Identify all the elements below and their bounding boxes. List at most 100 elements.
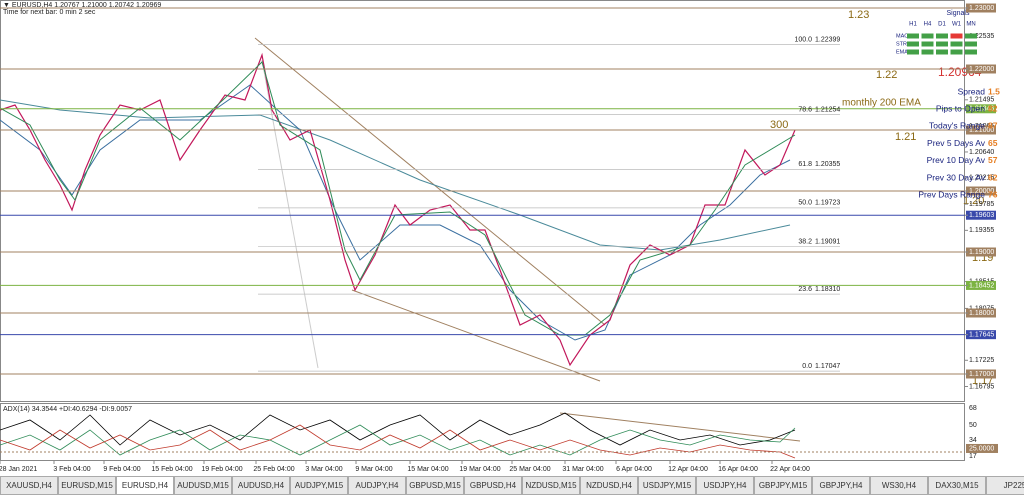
symbol-tab-label[interactable]: GBPUSD,M15 <box>409 481 461 490</box>
price-box <box>966 247 996 257</box>
adx-line <box>0 412 796 446</box>
fib-level: 38.2 <box>798 238 812 245</box>
symbol-tab-label[interactable]: AUDUSD,H4 <box>238 481 285 490</box>
level-label: 1.23 <box>848 9 869 21</box>
chart-symbol: ▼ EURUSD,H4 1.20767 1.21000 1.20742 1.20… <box>3 2 161 9</box>
fib-price: 1.17047 <box>815 363 840 370</box>
trend-line <box>261 59 319 369</box>
signal-cell <box>965 49 977 55</box>
time-label: 22 Apr 04:00 <box>770 466 810 473</box>
pips-label: 300 <box>770 119 788 131</box>
signal-cell <box>936 41 948 47</box>
symbol-tab-label[interactable]: GBPJPY,H4 <box>820 481 864 490</box>
signal-cell <box>907 33 919 39</box>
stat-value: 76 <box>988 189 998 199</box>
indicator-pane <box>0 403 965 461</box>
symbol-tab-label[interactable]: AUDJPY,M15 <box>295 481 344 490</box>
symbol-tab-label[interactable]: XAUUSD,H4 <box>6 481 52 490</box>
signals-title: Signals <box>947 10 970 17</box>
ema-label: monthly 200 EMA <box>842 98 921 109</box>
indicator-scale-label: 25.0000 <box>969 445 994 452</box>
symbol-tab-label[interactable]: EURUSD,M15 <box>61 481 113 490</box>
time-label: 19 Mar 04:00 <box>459 466 500 473</box>
signal-cell <box>921 33 934 39</box>
symbol-tab-label[interactable]: USDJPY,H4 <box>704 481 748 490</box>
stat-label: Pips to Open <box>936 103 985 113</box>
signal-cell <box>921 49 934 55</box>
symbol-tab-label[interactable]: AUDJPY,H4 <box>356 481 400 490</box>
fib-price: 1.19723 <box>815 200 840 207</box>
stat-value: 87 <box>988 121 998 131</box>
stat-value: 82 <box>988 103 998 113</box>
price-label: 1.21495 <box>969 97 994 104</box>
indicator-scale-label: 34 <box>969 437 977 444</box>
fib-level: 23.6 <box>798 286 812 293</box>
stat-value: 1.5 <box>988 86 1000 96</box>
symbol-tab-label[interactable]: GBPUSD,H4 <box>470 481 517 490</box>
stat-value: 57 <box>988 155 998 165</box>
price-box <box>966 330 996 340</box>
plus-di-line <box>0 424 796 456</box>
price-label: 1.23000 <box>969 5 994 12</box>
price-line <box>0 52 796 367</box>
price-label: 1.22535 <box>969 33 994 40</box>
symbol-tab-label[interactable]: JP225 <box>1004 481 1024 490</box>
fib-level: 100.0 <box>794 37 812 44</box>
signal-cell <box>950 33 963 39</box>
price-box <box>966 125 996 135</box>
fib-price: 1.21254 <box>815 106 840 113</box>
price-line <box>0 61 796 336</box>
trend-line <box>254 37 606 326</box>
stat-label: Today's Range <box>929 121 985 131</box>
level-label: 1.20 <box>963 195 984 207</box>
price-label: 1.20000 <box>969 188 994 195</box>
price-label: 1.20640 <box>969 149 994 156</box>
price-box <box>966 280 996 290</box>
time-label: 15 Feb 04:00 <box>151 466 192 473</box>
time-label: 31 Mar 04:00 <box>562 466 603 473</box>
symbol-tab-label[interactable]: USDJPY,M15 <box>643 481 692 490</box>
signal-column: MN <box>966 22 975 28</box>
time-label: 3 Feb 04:00 <box>53 466 90 473</box>
stat-value: 62 <box>988 172 998 182</box>
price-label: 1.21348 <box>969 106 994 113</box>
time-label: 25 Feb 04:00 <box>253 466 294 473</box>
adx-trend-line <box>559 412 801 442</box>
price-label: 1.17000 <box>969 371 994 378</box>
signal-cell <box>907 49 919 55</box>
price-box <box>966 104 996 114</box>
trend-line <box>351 289 601 382</box>
signal-cell <box>965 33 977 39</box>
signal-row: STR <box>896 41 907 47</box>
time-label: 28 Jan 2021 <box>0 466 37 473</box>
symbol-tab-label[interactable]: AUDUSD,M15 <box>177 481 229 490</box>
signal-column: W1 <box>952 22 962 28</box>
signal-cell <box>950 49 963 55</box>
time-label: 19 Feb 04:00 <box>201 466 242 473</box>
signal-column: H1 <box>909 22 917 28</box>
stat-label: Prev 5 Days Av <box>927 138 986 148</box>
time-label: 6 Apr 04:00 <box>616 466 652 473</box>
fib-price: 1.22399 <box>815 37 840 44</box>
indicator-scale-label: 50 <box>969 422 977 429</box>
symbol-tab-label[interactable]: EURUSD,H4 <box>122 481 169 490</box>
price-box <box>966 308 996 318</box>
indicator-scale-label: 68 <box>969 405 977 412</box>
symbol-tab-label[interactable]: NZDUSD,M15 <box>525 481 577 490</box>
fib-price: 1.19091 <box>815 238 840 245</box>
symbol-tab-label[interactable]: NZDUSD,H4 <box>586 481 632 490</box>
symbol-tab-label[interactable]: DAX30,M15 <box>935 481 979 490</box>
level-label: 1.21 <box>895 131 916 143</box>
time-label: 12 Apr 04:00 <box>668 466 708 473</box>
symbol-tab-label[interactable]: GBPJPY,M15 <box>759 481 808 490</box>
price-label: 1.19785 <box>969 201 994 208</box>
main-pane <box>0 0 965 402</box>
price-box <box>966 64 996 74</box>
fib-price: 1.20355 <box>815 161 840 168</box>
symbol-tab-label[interactable]: WS30,H4 <box>882 481 917 490</box>
level-label: 1.22 <box>876 69 897 81</box>
indicator-label: ADX(14) 34.3544 +DI:40.6294 -DI:9.0057 <box>3 406 132 413</box>
price-label: 1.18000 <box>969 310 994 317</box>
signal-cell <box>907 41 919 47</box>
